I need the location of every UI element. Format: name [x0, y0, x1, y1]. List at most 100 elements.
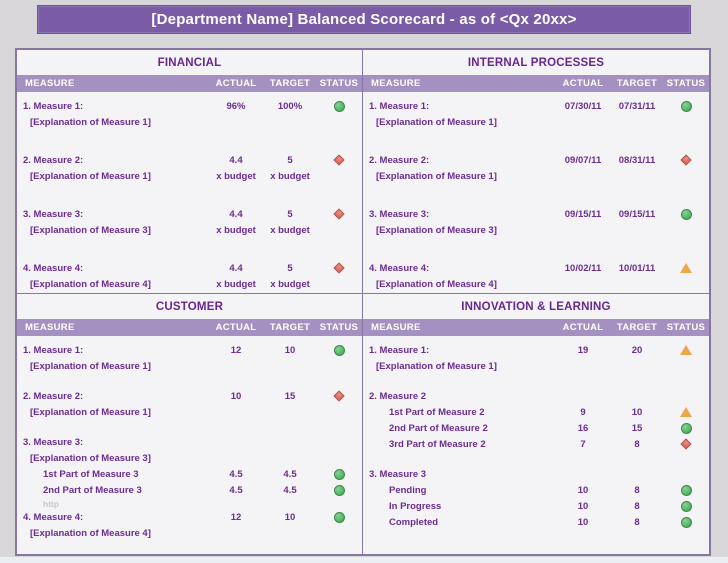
- column-header-target: TARGET: [616, 78, 658, 89]
- actual-value: 07/30/11: [564, 100, 602, 112]
- quadrant-title: INNOVATION & LEARNING: [461, 300, 611, 313]
- measure-label: 1. Measure 1:: [369, 344, 430, 356]
- status-cell: [316, 390, 362, 402]
- target-value: 10: [631, 406, 643, 418]
- row-spacer: [17, 374, 362, 388]
- target-value: 8: [634, 516, 640, 528]
- measure-row: In Progress 10 8: [363, 498, 709, 514]
- quadrant-body: 1. Measure 1: 07/30/11 07/31/11 [Explanatio…: [363, 92, 709, 293]
- status-cell: [663, 484, 709, 496]
- column-header-measure: MEASURE: [25, 322, 75, 333]
- status-cell: [663, 100, 709, 112]
- target-value: 5: [287, 208, 293, 220]
- target-value: x budget: [270, 278, 310, 290]
- measure-row: 2. Measure 2: [363, 388, 709, 404]
- measure-row: 2. Measure 2: 10 15: [17, 388, 362, 404]
- status-cell: [663, 263, 709, 273]
- actual-value: 12: [230, 344, 242, 356]
- column-header-row: MEASURE ACTUAL TARGET STATUS: [17, 319, 362, 336]
- measure-row: [Explanation of Measure 4]: [17, 525, 362, 541]
- measure-row: [Explanation of Measure 1]: [17, 358, 362, 374]
- measure-label: 2. Measure 2:: [23, 154, 84, 166]
- status-green-icon: [333, 511, 345, 523]
- status-green-icon: [680, 516, 692, 528]
- actual-value: x budget: [216, 224, 256, 236]
- actual-value: x budget: [216, 278, 256, 290]
- measure-row: 4. Measure 4: 4.4 5: [17, 260, 362, 276]
- status-cell: [316, 344, 362, 356]
- column-header-status: STATUS: [319, 78, 359, 89]
- status-cell: [663, 422, 709, 434]
- measure-label: [Explanation of Measure 1]: [30, 360, 151, 372]
- status-red-icon: [333, 390, 345, 402]
- column-header-actual: ACTUAL: [562, 78, 604, 89]
- target-value: 8: [634, 438, 640, 450]
- actual-value: 96%: [226, 100, 246, 112]
- measure-row: [Explanation of Measure 3]: [17, 450, 362, 466]
- measure-label: 4. Measure 4:: [369, 262, 430, 274]
- measure-label: 3. Measure 3: [369, 468, 427, 480]
- column-header-row: MEASURE ACTUAL TARGET STATUS: [363, 319, 709, 336]
- target-value: 8: [634, 500, 640, 512]
- watermark-row: http: [17, 498, 362, 509]
- measure-label: 4. Measure 4:: [23, 262, 84, 274]
- measure-label: 2. Measure 2: [369, 390, 427, 402]
- status-red-icon: [333, 262, 345, 274]
- target-value: 4.5: [283, 468, 297, 480]
- measure-row: Completed 10 8: [363, 514, 709, 530]
- measure-label: [Explanation of Measure 1]: [30, 170, 151, 182]
- column-header-actual: ACTUAL: [215, 322, 257, 333]
- measure-label: 4. Measure 4:: [23, 511, 84, 523]
- column-header-status: STATUS: [666, 322, 706, 333]
- measure-row: [Explanation of Measure 1]: [363, 168, 709, 184]
- row-spacer: [363, 374, 709, 388]
- target-value: 15: [631, 422, 643, 434]
- column-header-status: STATUS: [666, 78, 706, 89]
- actual-value: 4.4: [229, 154, 243, 166]
- row-spacer: [363, 452, 709, 466]
- quadrant-title: FINANCIAL: [157, 56, 222, 69]
- column-header-target: TARGET: [269, 78, 311, 89]
- column-header-measure: MEASURE: [371, 322, 421, 333]
- row-spacer: [363, 130, 709, 152]
- row-spacer: [17, 420, 362, 434]
- actual-value: 09/15/11: [564, 208, 602, 220]
- measure-row: 4. Measure 4: 10/02/11 10/01/11: [363, 260, 709, 276]
- status-green-icon: [333, 344, 345, 356]
- measure-label: 3. Measure 3:: [23, 208, 84, 220]
- target-value: 10/01/11: [618, 262, 656, 274]
- measure-row: 1. Measure 1: 19 20: [363, 342, 709, 358]
- actual-value: 4.4: [229, 208, 243, 220]
- status-amber-icon: [680, 345, 692, 355]
- measure-label: Pending: [389, 484, 427, 496]
- status-cell: [316, 154, 362, 166]
- actual-value: 4.5: [229, 484, 243, 496]
- measure-label: [Explanation of Measure 1]: [376, 170, 497, 182]
- status-cell: [316, 484, 362, 496]
- target-value: 4.5: [283, 484, 297, 496]
- actual-value: x budget: [216, 170, 256, 182]
- measure-row: [Explanation of Measure 1]: [17, 404, 362, 420]
- measure-row: [Explanation of Measure 4]: [363, 276, 709, 292]
- quadrant-internal-processes: INTERNAL PROCESSES MEASURE ACTUAL TARGET…: [363, 50, 709, 294]
- measure-label: 3. Measure 3:: [369, 208, 430, 220]
- quadrant-title: CUSTOMER: [155, 300, 224, 313]
- row-spacer: [17, 130, 362, 152]
- status-red-icon: [333, 154, 345, 166]
- quadrant-body: 1. Measure 1: 19 20 [Explanation of Measure…: [363, 336, 709, 554]
- status-cell: [316, 468, 362, 480]
- actual-value: 4.4: [229, 262, 243, 274]
- measure-label: 3. Measure 3:: [23, 436, 84, 448]
- measure-label: [Explanation of Measure 3]: [30, 452, 151, 464]
- measure-row: 4. Measure 4: 12 10: [17, 509, 362, 525]
- column-header-target: TARGET: [616, 322, 658, 333]
- measure-label: [Explanation of Measure 4]: [376, 278, 497, 290]
- quadrant-financial: FINANCIAL MEASURE ACTUAL TARGET STATUS 1…: [17, 50, 363, 294]
- status-cell: [316, 262, 362, 274]
- status-green-icon: [680, 208, 692, 220]
- column-header-measure: MEASURE: [25, 78, 75, 89]
- row-spacer: [17, 184, 362, 206]
- measure-label: [Explanation of Measure 4]: [30, 527, 151, 539]
- target-value: 100%: [277, 100, 303, 112]
- measure-row: 3. Measure 3: 09/15/11 09/15/11: [363, 206, 709, 222]
